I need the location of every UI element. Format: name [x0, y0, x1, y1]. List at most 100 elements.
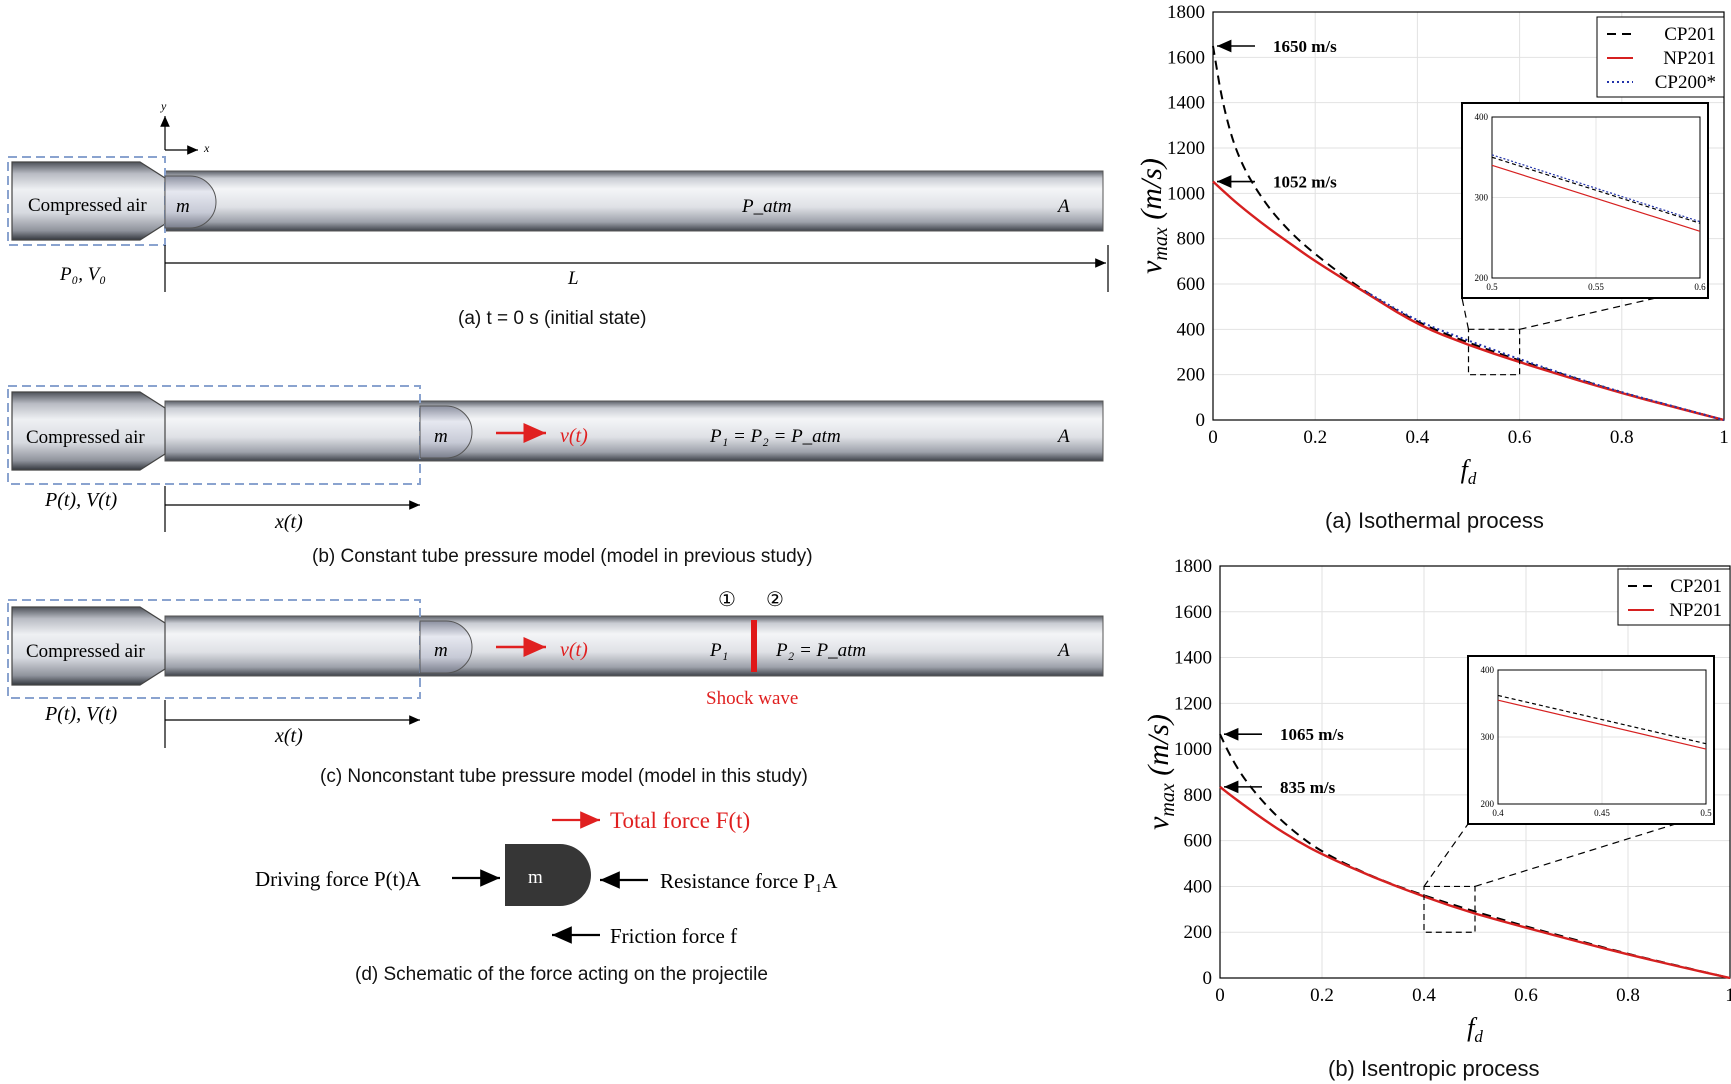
y-tick-label: 1600: [1167, 47, 1205, 68]
velocity-label: v(t): [560, 425, 588, 447]
area-label: A: [1056, 640, 1070, 661]
y-tick-label: 600: [1184, 831, 1213, 852]
y-tick-label: 200: [1184, 922, 1213, 943]
initial-state-label: P₀, V₀: [59, 264, 106, 285]
annotation-label: 835 m/s: [1280, 778, 1336, 797]
inset-x-tick-label: 0.55: [1588, 282, 1604, 292]
chamber-label: Compressed air: [26, 427, 145, 448]
y-tick-label: 600: [1177, 274, 1206, 295]
annotation-label: 1052 m/s: [1273, 173, 1337, 192]
area-label: A: [1056, 196, 1070, 217]
y-tick-label: 400: [1184, 876, 1213, 897]
caption-c: (c) Nonconstant tube pressure model (mod…: [320, 766, 808, 787]
barrel-tube: [164, 170, 1104, 232]
panel-b: Compressed air m v(t) P₁ = P₂ = P_atm A …: [7, 385, 1104, 533]
inset-series-line: [1497, 699, 1707, 750]
mass-label: m: [528, 867, 543, 888]
x-axis-label: fd: [1461, 455, 1477, 488]
inset-y-tick-label: 400: [1475, 112, 1489, 122]
inset-y-tick-label: 200: [1481, 799, 1495, 809]
total-force-label: Total force F(t): [610, 808, 750, 833]
velocity-label: v(t): [560, 639, 588, 661]
caption-d: (d) Schematic of the force acting on the…: [355, 964, 768, 985]
y-tick-label: 800: [1177, 229, 1206, 250]
barrel-tube: [164, 615, 1104, 677]
x-tick-label: 0.6: [1514, 985, 1538, 1006]
zoom-box: [1423, 885, 1476, 933]
legend-label: CP200*: [1655, 72, 1716, 93]
position-label: x(t): [274, 511, 303, 533]
x-tick-label: 0: [1208, 427, 1218, 448]
x-tick-label: 0: [1215, 985, 1225, 1006]
x-tick-label: 1: [1719, 427, 1729, 448]
series-line-np201: [1219, 785, 1731, 980]
inset-plot-frame: [1491, 116, 1701, 279]
pressure-label: P_atm: [741, 196, 792, 217]
y-axis-label: vmax (m/s): [1142, 714, 1179, 830]
inset-plot-frame: [1497, 669, 1707, 805]
y-tick-label: 1200: [1174, 693, 1212, 714]
y-tick-label: 0: [1203, 968, 1213, 989]
chamber-boundary: [7, 599, 421, 699]
mass-label: m: [434, 640, 448, 661]
legend-label: CP201: [1664, 24, 1716, 45]
inset-x-tick-label: 0.5: [1700, 808, 1712, 818]
x-tick-label: 0.2: [1303, 427, 1327, 448]
air-chamber: [11, 391, 166, 471]
position-label: x(t): [274, 725, 303, 747]
shock-wave-bar: [751, 620, 757, 672]
inset-frame: [1467, 655, 1715, 825]
y-tick-label: 1200: [1167, 138, 1205, 159]
x-tick-label: 0.6: [1508, 427, 1532, 448]
y-tick-label: 0: [1196, 410, 1206, 431]
pressure-label: P₁ = P₂ = P_atm: [709, 426, 841, 447]
inset-y-tick-label: 300: [1475, 193, 1489, 203]
inset-frame: [1461, 102, 1709, 299]
y-tick-label: 1800: [1174, 556, 1212, 577]
mass-label: m: [176, 196, 190, 217]
chamber-label: Compressed air: [26, 641, 145, 662]
inset-x-tick-label: 0.5: [1486, 282, 1498, 292]
projectile-block: [505, 844, 591, 906]
length-label: L: [567, 268, 579, 289]
legend-label: NP201: [1663, 48, 1716, 69]
annotation-label: 1650 m/s: [1273, 37, 1337, 56]
chamber-label: Compressed air: [28, 195, 147, 216]
plot-frame: [1212, 11, 1725, 421]
shock-wave-label: Shock wave: [706, 688, 798, 709]
panel-d: Total force F(t) Driving force P(t)A m R…: [255, 808, 838, 948]
projectile: [164, 175, 217, 229]
inset-x-tick-label: 0.6: [1694, 282, 1706, 292]
region-2-label: ②: [766, 589, 784, 611]
x-tick-label: 0.4: [1412, 985, 1436, 1006]
inset-series-line: [1497, 694, 1707, 745]
x-tick-label: 1: [1725, 985, 1731, 1006]
inset-series-line: [1491, 154, 1701, 223]
area-label: A: [1056, 426, 1070, 447]
chart-isothermal-caption: (a) Isothermal process: [1325, 508, 1544, 533]
panel-a: y x Compressed air m P_atm A P₀, V₀ L: [7, 99, 1109, 292]
chart-isentropic: 0 0.2 0.4 0.6 0.8 1 0 200 400 600 800 1000 1200 1400 1…: [1142, 556, 1731, 1046]
p1-label: P₁: [709, 640, 728, 661]
chamber-boundary: [7, 385, 421, 485]
y-tick-label: 1400: [1174, 648, 1212, 669]
zoom-box: [1467, 328, 1521, 376]
panel-c: ① ② Compressed air m v(t) P₁ P₂ = P_atm …: [7, 589, 1104, 748]
y-tick-label: 400: [1177, 319, 1206, 340]
inset-y-tick-label: 200: [1475, 273, 1489, 283]
projectile: [419, 620, 473, 674]
y-axis-label: y: [160, 99, 167, 113]
state-label: P(t), V(t): [44, 489, 118, 511]
inset-x-tick-label: 0.4: [1492, 808, 1504, 818]
region-1-label: ①: [718, 589, 736, 611]
inset-y-tick-label: 400: [1481, 665, 1495, 675]
projectile: [419, 405, 473, 459]
driving-force-label: Driving force P(t)A: [255, 867, 421, 891]
x-axis-label: fd: [1467, 1013, 1483, 1046]
zoom-connector: [1461, 297, 1470, 330]
plot-frame: [1219, 565, 1731, 979]
inset-x-tick-label: 0.45: [1594, 808, 1610, 818]
y-tick-label: 1400: [1167, 93, 1205, 114]
chart-isothermal: 0 0.2 0.4 0.6 0.8 1 0 200 400 600 800 1000 1200 1400 1…: [1135, 2, 1729, 488]
y-tick-label: 1000: [1167, 183, 1205, 204]
